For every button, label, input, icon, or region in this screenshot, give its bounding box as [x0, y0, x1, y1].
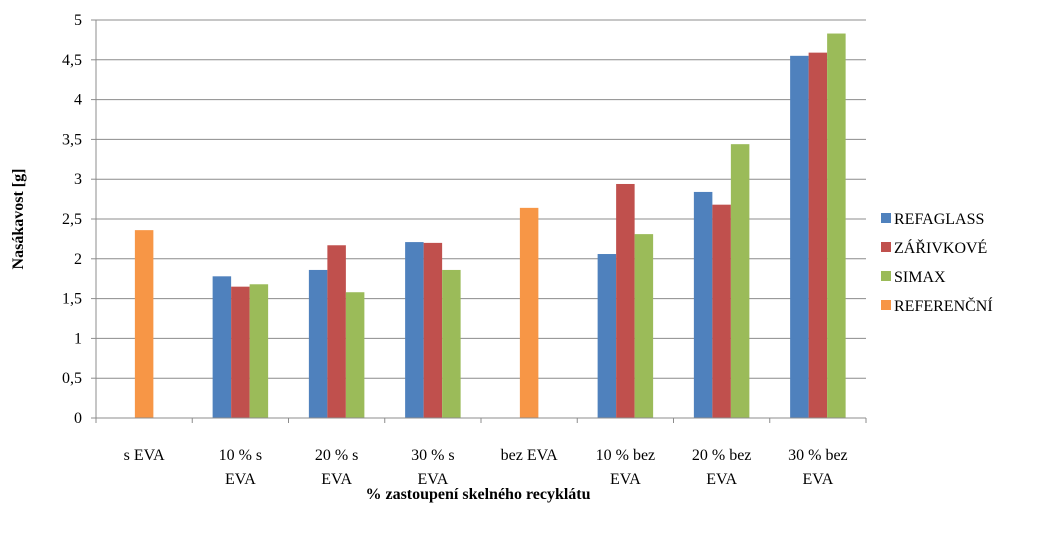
x-tick-label-line: EVA	[610, 471, 641, 488]
x-axis-title: % zastoupení skelného recyklátu	[365, 486, 590, 503]
legend-label: SIMAX	[894, 269, 946, 286]
legend-label: REFAGLASS	[894, 211, 984, 228]
bars	[134, 33, 846, 419]
x-tick-label-line: 10 % s	[219, 447, 263, 464]
bar-zarivkove-3	[423, 242, 443, 418]
x-tick-label-line: 10 % bez	[596, 447, 656, 464]
y-tick-label: 2	[74, 251, 82, 268]
bar-referencni-4	[519, 207, 539, 418]
y-tick-label: 2,5	[62, 211, 82, 228]
y-tick-label: 1	[74, 330, 82, 347]
bar-simax-2	[345, 292, 365, 418]
legend-swatch	[881, 242, 891, 252]
bar-zarivkove-6	[712, 204, 731, 418]
x-tick-label-line: 30 % bez	[788, 447, 848, 464]
bar-simax-5	[634, 234, 654, 418]
x-tick-label: 10 % bez EVA	[596, 447, 656, 488]
bar-refaglass-1	[212, 276, 232, 418]
x-tick-label-line: EVA	[706, 471, 737, 488]
x-tick-label-line: bez EVA	[501, 447, 558, 464]
x-tick-label-line: 30 % s	[411, 447, 455, 464]
y-tick-label: 4	[74, 92, 82, 109]
bar-referencni-0	[134, 230, 154, 418]
y-tick-label: 5	[74, 12, 82, 29]
bar-zarivkove-5	[616, 183, 635, 418]
y-tick-label: 3,5	[62, 131, 82, 148]
x-tick-label: 20 % s EVA	[315, 447, 359, 488]
legend-label: REFERENČNÍ	[894, 296, 993, 315]
legend: REFAGLASS ZÁŘIVKOVÉ SIMAX REFERENČNÍ	[881, 211, 993, 315]
bar-simax-7	[827, 33, 846, 418]
bar-refaglass-2	[308, 269, 328, 418]
x-tick-label-line: 20 % bez	[692, 447, 752, 464]
legend-label: ZÁŘIVKOVÉ	[894, 238, 987, 257]
y-axis-title: Nasákavost [g]	[10, 169, 27, 270]
x-tick-label: 30 % bez EVA	[788, 447, 848, 488]
x-tick-label: bez EVA	[501, 447, 558, 464]
y-tick-label: 0,5	[62, 370, 82, 387]
bar-refaglass-5	[597, 254, 617, 418]
y-tick-label: 4,5	[62, 52, 82, 69]
x-tick-label: s EVA	[124, 447, 165, 464]
bar-refaglass-3	[405, 242, 424, 418]
bar-simax-3	[442, 269, 461, 418]
bar-refaglass-7	[790, 55, 809, 418]
x-tick-labels: s EVA 10 % s EVA 20 % s EVA 30 % s EVA bez EVA 1…	[124, 447, 848, 488]
y-tick-labels: 0 0,5 1 1,5 2 2,5 3 3,5 4 4,5 5	[62, 12, 82, 427]
x-tick-label-line: EVA	[225, 471, 256, 488]
legend-swatch	[881, 213, 891, 223]
x-tick-label-line: EVA	[802, 471, 833, 488]
legend-swatch	[881, 300, 891, 310]
x-tick-label: 10 % s EVA	[219, 447, 263, 488]
x-tick-label: 20 % bez EVA	[692, 447, 752, 488]
axes	[95, 20, 867, 423]
x-tick-label-line: EVA	[417, 471, 448, 488]
bar-refaglass-6	[693, 191, 713, 418]
bar-simax-6	[730, 144, 750, 418]
x-tick-label-line: 20 % s	[315, 447, 359, 464]
x-tick-label-line: s EVA	[124, 447, 165, 464]
y-tick-label: 1,5	[62, 291, 82, 308]
bar-zarivkove-2	[327, 245, 346, 418]
legend-swatch	[881, 271, 891, 281]
gridlines	[91, 19, 866, 419]
x-tick-label-line: EVA	[321, 471, 352, 488]
bar-zarivkove-1	[231, 286, 250, 418]
bar-zarivkove-7	[808, 52, 828, 419]
bar-simax-1	[249, 284, 269, 418]
x-tick-label: 30 % s EVA	[411, 447, 455, 488]
y-tick-label: 0	[74, 410, 82, 427]
y-tick-label: 3	[74, 171, 82, 188]
